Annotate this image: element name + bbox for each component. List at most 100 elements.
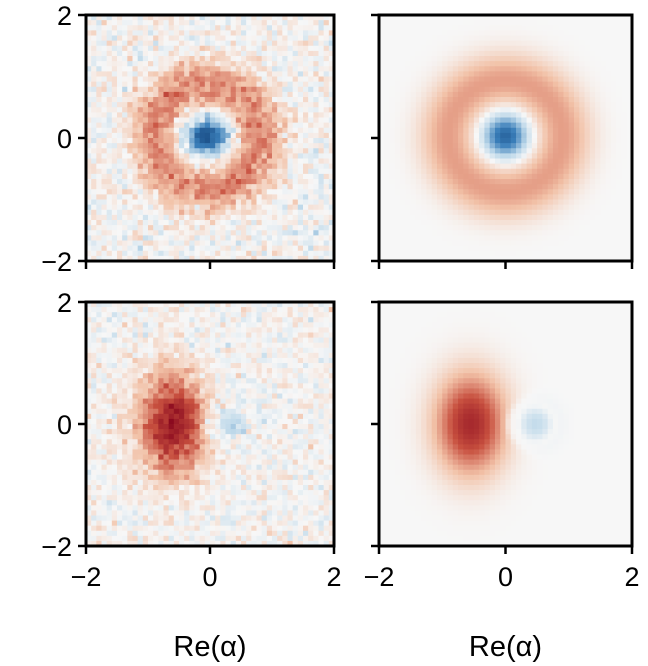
heatmap-cell bbox=[410, 97, 417, 103]
heatmap-cell bbox=[436, 66, 443, 72]
heatmap-cell bbox=[526, 66, 533, 72]
heatmap-cell bbox=[389, 56, 396, 62]
heatmap-cell bbox=[189, 56, 196, 62]
heatmap-cell bbox=[463, 143, 470, 149]
heatmap-cell bbox=[494, 102, 501, 108]
heatmap-cell bbox=[127, 184, 134, 190]
heatmap-cell bbox=[431, 153, 438, 160]
heatmap-cell bbox=[405, 158, 412, 165]
heatmap-cell bbox=[282, 225, 289, 231]
heatmap-cell bbox=[127, 45, 134, 52]
heatmap-cell bbox=[521, 71, 528, 78]
heatmap-cell bbox=[584, 209, 591, 216]
heatmap-cell bbox=[251, 245, 258, 252]
heatmap-cell bbox=[132, 71, 139, 78]
heatmap-cell bbox=[282, 235, 289, 242]
heatmap-cell bbox=[610, 143, 617, 149]
heatmap-cell bbox=[173, 127, 180, 134]
heatmap-cell bbox=[101, 322, 108, 329]
heatmap-cell bbox=[600, 184, 607, 190]
heatmap-cell bbox=[137, 45, 144, 52]
heatmap-cell bbox=[489, 235, 496, 242]
heatmap-cell bbox=[484, 250, 491, 257]
heatmap-cell bbox=[277, 153, 283, 160]
heatmap-cell bbox=[96, 235, 103, 242]
heatmap-cell bbox=[505, 127, 512, 134]
heatmap-cell bbox=[86, 66, 92, 72]
heatmap-cell bbox=[303, 143, 309, 149]
heatmap-cell bbox=[489, 30, 496, 37]
heatmap-cell bbox=[458, 15, 464, 21]
heatmap-cell bbox=[415, 173, 422, 180]
heatmap-cell bbox=[505, 158, 512, 165]
heatmap-cell bbox=[468, 127, 475, 134]
heatmap-cell bbox=[552, 56, 559, 62]
heatmap-cell bbox=[479, 163, 486, 170]
heatmap-cell bbox=[426, 184, 433, 190]
heatmap-cell bbox=[328, 158, 335, 165]
heatmap-cell bbox=[558, 214, 565, 221]
heatmap-cell bbox=[96, 525, 103, 532]
heatmap-cell bbox=[579, 204, 586, 211]
heatmap-cell bbox=[91, 250, 97, 257]
heatmap-cell bbox=[261, 153, 268, 160]
heatmap-cell bbox=[111, 424, 118, 430]
heatmap-cell bbox=[303, 179, 309, 185]
heatmap-cell bbox=[261, 102, 268, 108]
heatmap-cell bbox=[600, 245, 607, 252]
heatmap-cell bbox=[246, 76, 252, 83]
heatmap-cell bbox=[552, 230, 559, 236]
heatmap-cell bbox=[463, 35, 470, 42]
heatmap-cell bbox=[204, 107, 211, 113]
heatmap-cell bbox=[163, 91, 170, 98]
heatmap-cell bbox=[297, 173, 304, 180]
heatmap-cell bbox=[494, 250, 501, 257]
heatmap-cell bbox=[510, 240, 517, 247]
heatmap-cell bbox=[384, 189, 391, 195]
heatmap-cell bbox=[384, 184, 391, 190]
heatmap-cell bbox=[168, 168, 175, 175]
heatmap-cell bbox=[189, 143, 196, 149]
heatmap-cell bbox=[589, 189, 596, 195]
heatmap-cell bbox=[447, 168, 454, 175]
heatmap-cell bbox=[452, 66, 459, 72]
heatmap-cell bbox=[251, 71, 258, 78]
heatmap-cell bbox=[452, 245, 459, 252]
heatmap-cell bbox=[251, 86, 258, 93]
heatmap-cell bbox=[479, 153, 486, 160]
heatmap-cell bbox=[96, 418, 103, 425]
heatmap-cell bbox=[610, 250, 617, 257]
heatmap-cell bbox=[308, 220, 314, 226]
heatmap-cell bbox=[616, 86, 623, 93]
heatmap-cell bbox=[308, 209, 314, 216]
heatmap-cell bbox=[431, 91, 438, 98]
heatmap-cell bbox=[189, 184, 196, 190]
heatmap-cell bbox=[542, 199, 549, 206]
heatmap-cell bbox=[626, 209, 633, 216]
heatmap-cell bbox=[563, 20, 570, 26]
heatmap-cell bbox=[563, 30, 570, 37]
heatmap-cell bbox=[86, 225, 92, 231]
heatmap-cell bbox=[142, 86, 149, 93]
heatmap-cell bbox=[610, 132, 617, 139]
heatmap-cell bbox=[210, 194, 216, 201]
heatmap-cell bbox=[96, 479, 103, 486]
heatmap-cell bbox=[225, 20, 232, 26]
heatmap-cell bbox=[220, 97, 227, 103]
heatmap-cell bbox=[251, 225, 258, 231]
heatmap-cell bbox=[142, 107, 149, 113]
heatmap-cell bbox=[410, 250, 417, 257]
heatmap-cell bbox=[610, 15, 617, 21]
heatmap-cell bbox=[616, 35, 623, 42]
heatmap-cell bbox=[189, 179, 196, 185]
heatmap-cell bbox=[610, 91, 617, 98]
heatmap-cell bbox=[542, 250, 549, 257]
heatmap-cell bbox=[86, 138, 92, 144]
heatmap-cell bbox=[589, 40, 596, 47]
heatmap-cell bbox=[400, 97, 406, 103]
heatmap-cell bbox=[479, 199, 486, 206]
heatmap-cell bbox=[256, 220, 263, 226]
heatmap-cell bbox=[531, 214, 538, 221]
heatmap-cell bbox=[189, 122, 196, 129]
heatmap-cell bbox=[605, 66, 612, 72]
